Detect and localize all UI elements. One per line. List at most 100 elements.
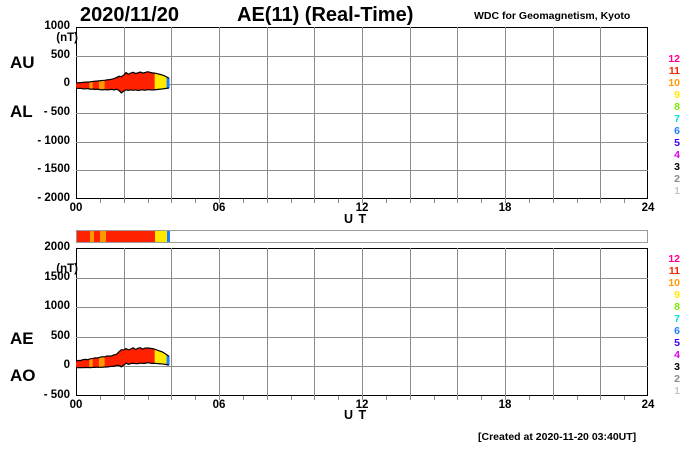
al-label: AL bbox=[10, 102, 33, 121]
legend-entry-10: 10 bbox=[668, 77, 680, 89]
y-tick-label: 500 bbox=[50, 329, 70, 342]
x-tick-label: 00 bbox=[69, 399, 83, 411]
gridline-horizontal bbox=[76, 278, 648, 279]
gridline-horizontal bbox=[76, 170, 648, 171]
x-tick-label: 18 bbox=[498, 399, 512, 411]
axis-tick bbox=[123, 199, 125, 203]
legend-entry-2: 2 bbox=[674, 173, 680, 185]
legend-entry-3: 3 bbox=[674, 161, 680, 173]
ae-ao-x-axis-title: U T bbox=[344, 408, 368, 422]
axis-tick bbox=[433, 199, 435, 203]
x-tick-label: 18 bbox=[498, 202, 512, 214]
gridline-horizontal bbox=[76, 366, 648, 367]
axis-tick bbox=[338, 199, 340, 203]
axis-tick bbox=[505, 396, 506, 400]
legend-entry-11: 11 bbox=[668, 65, 680, 77]
gridline-vertical bbox=[124, 248, 125, 396]
legend-entry-10: 10 bbox=[668, 277, 680, 289]
strip-segment bbox=[77, 231, 91, 242]
strip-segment bbox=[93, 231, 100, 242]
x-tick-label: 06 bbox=[212, 202, 226, 214]
legend-entry-5: 5 bbox=[674, 137, 680, 149]
gridline-horizontal bbox=[76, 142, 648, 143]
y-tick-label: - 1000 bbox=[37, 134, 70, 147]
strip-segment bbox=[90, 231, 94, 242]
y-tick-label: 0 bbox=[63, 77, 70, 90]
axis-tick bbox=[314, 396, 316, 400]
legend-entry-9: 9 bbox=[674, 289, 680, 301]
au-al-unit-label: (nT) bbox=[56, 32, 78, 44]
axis-tick bbox=[290, 199, 292, 203]
axis-tick bbox=[600, 199, 602, 203]
axis-tick bbox=[362, 199, 363, 203]
ae-ao-unit-label: (nT) bbox=[56, 263, 78, 275]
au-al-gridlines bbox=[76, 27, 648, 199]
axis-tick bbox=[552, 199, 554, 203]
axis-tick bbox=[171, 396, 173, 400]
y-tick-label: 500 bbox=[50, 48, 70, 61]
y-tick-label: 0 bbox=[63, 359, 70, 372]
axis-tick bbox=[624, 396, 626, 400]
x-tick-label: 24 bbox=[641, 399, 655, 411]
y-tick-label: - 2000 bbox=[37, 192, 70, 204]
gridline-vertical bbox=[267, 248, 268, 396]
strip-segment bbox=[155, 231, 168, 242]
legend-entry-1: 1 bbox=[674, 185, 680, 197]
legend-entry-6: 6 bbox=[674, 125, 680, 137]
ae-label: AE bbox=[10, 329, 34, 348]
axis-tick bbox=[290, 396, 292, 400]
axis-tick bbox=[481, 199, 483, 203]
axis-tick bbox=[576, 199, 578, 203]
axis-tick bbox=[505, 199, 506, 203]
axis-tick bbox=[314, 199, 316, 203]
axis-tick bbox=[266, 396, 268, 400]
gridline-horizontal bbox=[76, 84, 648, 85]
legend-entry-4: 4 bbox=[674, 149, 680, 161]
created-timestamp: [Created at 2020-11-20 03:40UT] bbox=[478, 431, 637, 443]
axis-tick bbox=[624, 199, 626, 203]
legend-entry-11: 11 bbox=[668, 265, 680, 277]
axis-tick bbox=[457, 199, 459, 203]
legend-entry-2: 2 bbox=[674, 373, 680, 385]
axis-tick bbox=[528, 199, 530, 203]
au-al-color-legend: 12 11 10 9 8 7 6 5 4 3 2 1 bbox=[656, 54, 680, 200]
ao-label: AO bbox=[10, 366, 36, 385]
chart-title: AE(11) (Real-Time) bbox=[237, 4, 414, 26]
legend-entry-1: 1 bbox=[674, 385, 680, 397]
y-tick-label: 1500 bbox=[44, 270, 70, 283]
axis-tick bbox=[362, 396, 363, 400]
gridline-horizontal bbox=[76, 307, 648, 308]
data-envelope bbox=[76, 71, 170, 94]
axis-tick bbox=[433, 396, 435, 400]
axis-tick bbox=[576, 396, 578, 400]
axis-tick bbox=[242, 199, 244, 203]
gridline-vertical bbox=[171, 248, 172, 396]
axis-tick bbox=[147, 199, 149, 203]
strip-segment bbox=[105, 231, 156, 242]
y-tick-label: - 500 bbox=[43, 106, 70, 118]
gridline-vertical bbox=[553, 248, 554, 396]
station-availability-strip bbox=[76, 230, 648, 243]
gridline-vertical bbox=[505, 248, 506, 396]
legend-entry-4: 4 bbox=[674, 349, 680, 361]
au-label: AU bbox=[10, 53, 35, 72]
au-al-data-area bbox=[76, 27, 648, 199]
legend-entry-6: 6 bbox=[674, 325, 680, 337]
axis-tick bbox=[552, 396, 554, 400]
x-tick-label: 24 bbox=[641, 202, 655, 214]
axis-tick bbox=[219, 199, 220, 203]
gridline-vertical bbox=[457, 248, 458, 396]
x-tick-label: 06 bbox=[212, 399, 226, 411]
y-tick-label: 1000 bbox=[44, 20, 70, 32]
gridline-horizontal bbox=[76, 56, 648, 57]
ae-ao-color-legend: 12 11 10 9 8 7 6 5 4 3 2 1 bbox=[656, 254, 680, 400]
axis-tick bbox=[195, 199, 197, 203]
axis-tick bbox=[195, 396, 197, 400]
ae-ao-gridlines bbox=[76, 248, 648, 396]
y-tick-label: 1000 bbox=[44, 300, 70, 313]
legend-entry-9: 9 bbox=[674, 89, 680, 101]
x-tick-label: 12 bbox=[355, 399, 369, 411]
legend-entry-12: 12 bbox=[668, 253, 680, 265]
axis-tick bbox=[219, 396, 220, 400]
